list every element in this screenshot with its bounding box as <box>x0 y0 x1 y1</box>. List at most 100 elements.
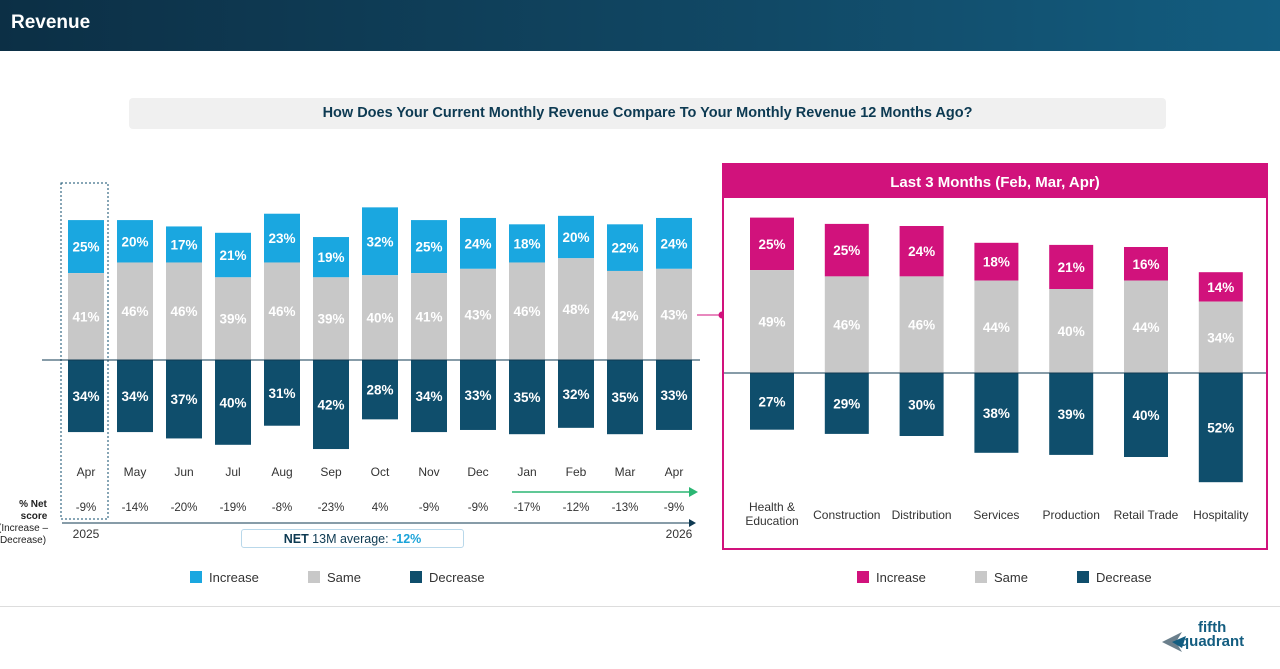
bar-same-6 <box>362 275 398 360</box>
ind-bar-increase-6 <box>1198 272 1243 302</box>
net-score-2: -20% <box>171 502 198 514</box>
legend-left-swatch-2 <box>410 571 422 583</box>
monthly-chart: 25% 41% 34% Apr -9% 20% 46% 34% May -14% 17% 46% 37%… <box>0 182 726 546</box>
label-decrease-6: 28% <box>366 383 393 398</box>
bar-increase-4 <box>264 213 300 263</box>
net-score-8: -9% <box>468 502 488 514</box>
net-score-11: -13% <box>612 502 639 514</box>
ind-label-decrease-3: 38% <box>983 406 1010 421</box>
ind-label-increase-6: 14% <box>1207 280 1234 295</box>
month-label-4: Aug <box>271 465 292 479</box>
label-decrease-11: 35% <box>611 390 638 405</box>
label-same-11: 42% <box>611 308 638 323</box>
net-average-text: 13M average: <box>308 532 393 546</box>
ind-label-increase-3: 18% <box>983 255 1010 270</box>
industry-chart: Last 3 Months (Feb, Mar, Apr) 25% 49% 27% He… <box>722 163 1268 550</box>
bar-decrease-6 <box>362 360 398 420</box>
ind-label-same-1: 46% <box>833 318 860 333</box>
year-start: 2025 <box>73 527 100 541</box>
net-score-0: -9% <box>76 502 96 514</box>
ind-bar-same-2 <box>899 276 944 373</box>
ind-label-decrease-6: 52% <box>1207 421 1234 436</box>
legend-left-label-0: Increase <box>209 570 259 585</box>
bar-decrease-0 <box>68 360 104 433</box>
month-label-1: May <box>124 465 147 479</box>
ind-bar-decrease-2 <box>899 373 944 436</box>
label-increase-5: 19% <box>317 250 344 265</box>
ind-label-same-0: 49% <box>758 315 785 330</box>
net-score-label-line-3: Decrease) <box>0 535 46 546</box>
bar-increase-11 <box>607 224 643 271</box>
industry-label-1: Construction <box>813 508 880 522</box>
ind-label-same-5: 44% <box>1132 320 1159 335</box>
label-decrease-5: 42% <box>317 398 344 413</box>
ind-bar-decrease-6 <box>1198 373 1243 483</box>
month-label-2: Jun <box>174 465 193 479</box>
net-score-1: -14% <box>122 502 149 514</box>
bar-same-1 <box>117 262 153 360</box>
net-average-value: -12% <box>392 532 422 546</box>
bar-same-5 <box>313 277 349 360</box>
label-increase-10: 20% <box>562 230 589 245</box>
label-decrease-7: 34% <box>415 389 442 404</box>
label-decrease-8: 33% <box>464 388 491 403</box>
ind-bar-same-3 <box>974 280 1019 373</box>
label-same-0: 41% <box>72 310 99 325</box>
industry-panel-header <box>723 164 1267 198</box>
ind-label-increase-5: 16% <box>1132 257 1159 272</box>
label-same-8: 43% <box>464 307 491 322</box>
current-month-highlight <box>60 182 109 520</box>
legend-left-label-1: Same <box>327 570 361 585</box>
month-label-10: Feb <box>566 465 587 479</box>
label-decrease-2: 37% <box>170 392 197 407</box>
ind-label-decrease-4: 39% <box>1058 407 1085 422</box>
arrow-head-icon <box>689 487 698 497</box>
ind-label-decrease-0: 27% <box>758 394 785 409</box>
ind-label-decrease-2: 30% <box>908 398 935 413</box>
industry-panel-title: Last 3 Months (Feb, Mar, Apr) <box>890 174 1099 191</box>
label-same-1: 46% <box>121 304 148 319</box>
label-same-9: 46% <box>513 304 540 319</box>
label-increase-9: 18% <box>513 236 540 251</box>
bar-increase-7 <box>411 220 447 274</box>
bar-increase-2 <box>166 226 202 263</box>
bar-decrease-11 <box>607 360 643 435</box>
label-same-7: 41% <box>415 310 442 325</box>
ind-bar-increase-4 <box>1049 244 1094 289</box>
industry-label-0-line-0: Health & <box>749 500 795 514</box>
legend-left-swatch-0 <box>190 571 202 583</box>
label-same-10: 48% <box>562 302 589 317</box>
net-score-6: 4% <box>372 502 389 514</box>
ind-bar-increase-3 <box>974 242 1019 281</box>
label-increase-1: 20% <box>121 234 148 249</box>
ind-label-increase-2: 24% <box>908 244 935 259</box>
legend-left-swatch-1 <box>308 571 320 583</box>
label-same-3: 39% <box>219 312 246 327</box>
net-score-3: -19% <box>220 502 247 514</box>
month-label-12: Apr <box>665 465 684 479</box>
label-increase-0: 25% <box>72 240 99 255</box>
net-score-label-line-0: % Net <box>19 499 47 510</box>
year-end: 2026 <box>666 527 693 541</box>
industry-label-0-line-1: Education <box>745 514 798 528</box>
bar-decrease-10 <box>558 360 594 428</box>
net-average-box: NET 13M average: -12% <box>241 529 464 548</box>
bar-same-4 <box>264 262 300 360</box>
legend-right-swatch-2 <box>1077 571 1089 583</box>
bar-increase-8 <box>460 217 496 269</box>
label-decrease-10: 32% <box>562 387 589 402</box>
label-decrease-4: 31% <box>268 386 295 401</box>
bar-decrease-2 <box>166 360 202 439</box>
ind-bar-decrease-4 <box>1049 373 1094 455</box>
legend-left-label-2: Decrease <box>429 570 485 585</box>
industry-label-6: Hospitality <box>1193 508 1248 522</box>
bar-same-9 <box>509 262 545 360</box>
month-label-11: Mar <box>615 465 636 479</box>
bar-increase-0 <box>68 220 104 274</box>
ind-bar-same-4 <box>1049 289 1094 373</box>
label-decrease-3: 40% <box>219 395 246 410</box>
label-decrease-9: 35% <box>513 390 540 405</box>
month-label-9: Jan <box>517 465 536 479</box>
bar-same-11 <box>607 270 643 360</box>
ind-bar-same-1 <box>824 276 869 373</box>
